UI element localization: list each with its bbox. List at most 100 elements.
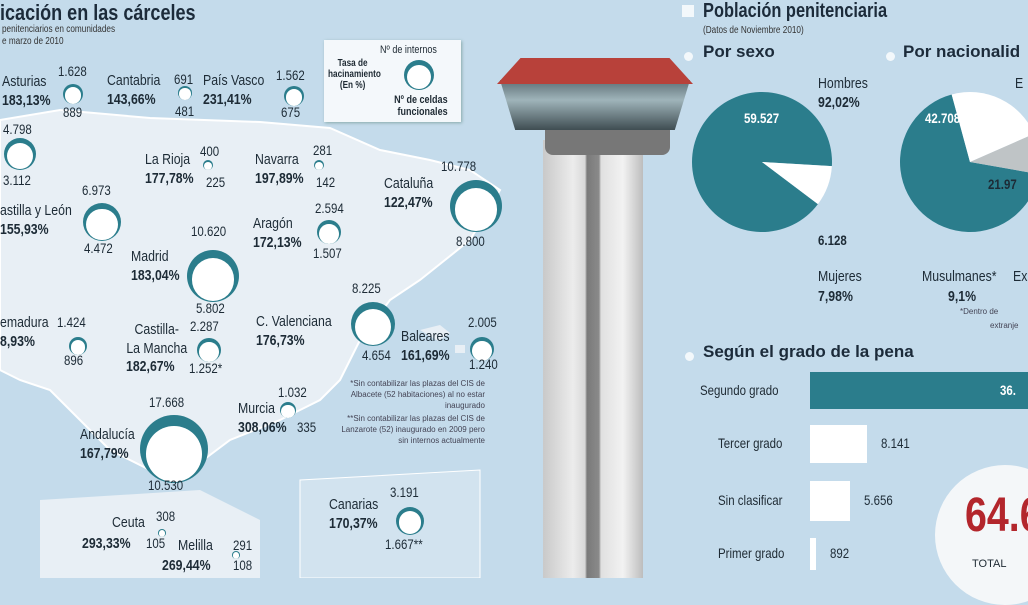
region-rate: 182,67% bbox=[126, 358, 175, 375]
region-rate: 161,69% bbox=[401, 347, 450, 364]
region-bubble bbox=[197, 338, 221, 362]
region-name: Andalucía bbox=[80, 426, 135, 443]
region-name: Baleares bbox=[401, 328, 450, 345]
region-name: astilla y León bbox=[0, 202, 72, 219]
region-celdas: 10.530 bbox=[148, 477, 184, 493]
bar-label: Sin clasificar bbox=[718, 492, 783, 508]
region-rate: 231,41% bbox=[203, 91, 252, 108]
region-rate: 308,06% bbox=[238, 419, 287, 436]
region-name: Aragón bbox=[253, 215, 293, 232]
region-internos: 1.562 bbox=[276, 67, 305, 83]
region-bubble bbox=[158, 529, 166, 537]
region-internos: 2.594 bbox=[315, 200, 344, 216]
region-name: Navarra bbox=[255, 151, 299, 168]
region-celdas: 142 bbox=[316, 174, 336, 190]
region-bubble bbox=[351, 302, 395, 346]
region-rate: 167,79% bbox=[80, 445, 129, 462]
pie1-value-mujeres: 6.128 bbox=[818, 232, 847, 248]
bar bbox=[810, 538, 817, 570]
region-internos: 2.005 bbox=[468, 314, 497, 330]
region-bubble bbox=[140, 415, 208, 483]
section-marker-icon bbox=[682, 5, 694, 17]
region-internos: 308 bbox=[156, 508, 176, 524]
region-internos: 6.973 bbox=[82, 182, 111, 198]
region-bubble bbox=[317, 220, 341, 244]
bar bbox=[810, 425, 867, 463]
region-internos: 4.798 bbox=[3, 121, 32, 137]
region-bubble bbox=[232, 551, 240, 559]
region-celdas: 1.667** bbox=[385, 536, 423, 552]
pie2-label-e: E bbox=[1015, 75, 1024, 92]
region-bubble bbox=[4, 138, 36, 170]
region-name: Cantabria bbox=[107, 72, 161, 89]
region-name: C. Valenciana bbox=[256, 313, 332, 330]
region-celdas: 8.800 bbox=[456, 233, 485, 249]
pie-slice-1 bbox=[762, 162, 832, 205]
region-bubble bbox=[280, 402, 296, 418]
bar bbox=[810, 481, 850, 521]
region-internos: 3.191 bbox=[390, 484, 419, 500]
region-name: Ceuta bbox=[112, 514, 145, 531]
region-internos: 10.620 bbox=[191, 223, 227, 239]
region-rate: 155,93% bbox=[0, 221, 49, 238]
region-bubble bbox=[314, 160, 324, 170]
pie1-pct-mujeres: 7,98% bbox=[818, 288, 853, 305]
legend-internos: Nº de internos bbox=[380, 44, 437, 56]
legend-celdas: Nº de celdas funcionales bbox=[394, 94, 448, 118]
pie2-label-ex: Ex bbox=[1013, 268, 1028, 285]
region-bubble bbox=[83, 203, 121, 241]
region-internos: 8.225 bbox=[352, 280, 381, 296]
region-name: Canarias bbox=[329, 496, 379, 513]
region-bubble bbox=[63, 84, 83, 104]
map-title: icación en las cárceles bbox=[0, 0, 196, 25]
nac-footnote-2: extranje bbox=[990, 321, 1019, 330]
region-internos: 17.668 bbox=[149, 394, 185, 410]
pie1-pct-hombres: 92,02% bbox=[818, 94, 860, 111]
bullet-icon bbox=[684, 52, 693, 61]
total-label: TOTAL bbox=[972, 558, 1007, 570]
pie2-value-e: 42.708 bbox=[925, 110, 961, 126]
bar-label: Segundo grado bbox=[700, 381, 779, 398]
region-name: emadura bbox=[0, 314, 49, 331]
region-celdas: 1.240 bbox=[469, 356, 498, 372]
region-celdas: 4.654 bbox=[362, 347, 391, 363]
region-name: Cataluña bbox=[384, 175, 434, 192]
region-name: País Vasco bbox=[203, 72, 265, 89]
total-value: 64.68 bbox=[965, 489, 1028, 542]
map-subtitle-1: penitenciarios en comunidades bbox=[2, 24, 116, 35]
region-bubble bbox=[69, 337, 87, 355]
pie-slice-0 bbox=[692, 91, 833, 232]
map-legend: Nº de internos Tasa de hacinamiento (En … bbox=[324, 40, 461, 122]
right-subtitle: (Datos de Noviembre 2010) bbox=[703, 25, 804, 36]
region-celdas: 105 bbox=[146, 535, 166, 551]
region-rate: 122,47% bbox=[384, 194, 433, 211]
region-internos: 10.778 bbox=[441, 158, 477, 174]
region-celdas: 675 bbox=[281, 104, 301, 120]
pie1-label-mujeres: Mujeres bbox=[818, 268, 862, 285]
region-name: Asturias bbox=[2, 73, 47, 90]
nac-footnote-1: *Dentro de bbox=[960, 307, 999, 316]
bar-value: 36. bbox=[1000, 381, 1016, 398]
region-celdas: 481 bbox=[175, 103, 195, 119]
region-bubble bbox=[396, 507, 424, 535]
legend-tasa: Tasa de hacinamiento (En %) bbox=[328, 58, 381, 91]
bar-value: 892 bbox=[830, 545, 850, 561]
region-celdas: 896 bbox=[64, 352, 84, 368]
region-name: Murcia bbox=[238, 400, 275, 417]
bar-label: Tercer grado bbox=[718, 435, 783, 451]
region-bubble bbox=[284, 86, 304, 106]
pie-slice-1 bbox=[951, 92, 1028, 162]
region-rate: 172,13% bbox=[253, 234, 302, 251]
region-bubble bbox=[178, 86, 192, 100]
sexo-title: Por sexo bbox=[703, 42, 775, 61]
legend-bubble bbox=[404, 60, 434, 90]
region-internos: 1.628 bbox=[58, 63, 87, 79]
pie2-label-musulmanes: Musulmanes* bbox=[922, 268, 997, 285]
bar-value: 5.656 bbox=[863, 492, 893, 508]
region-celdas: 889 bbox=[63, 104, 83, 120]
region-name: Melilla bbox=[178, 537, 213, 554]
region-celdas: 1.252* bbox=[189, 360, 223, 376]
region-rate: 176,73% bbox=[256, 332, 305, 349]
region-internos: 291 bbox=[233, 537, 253, 553]
footnote-1: *Sin contabilizar las plazas del CIS de … bbox=[350, 379, 485, 410]
